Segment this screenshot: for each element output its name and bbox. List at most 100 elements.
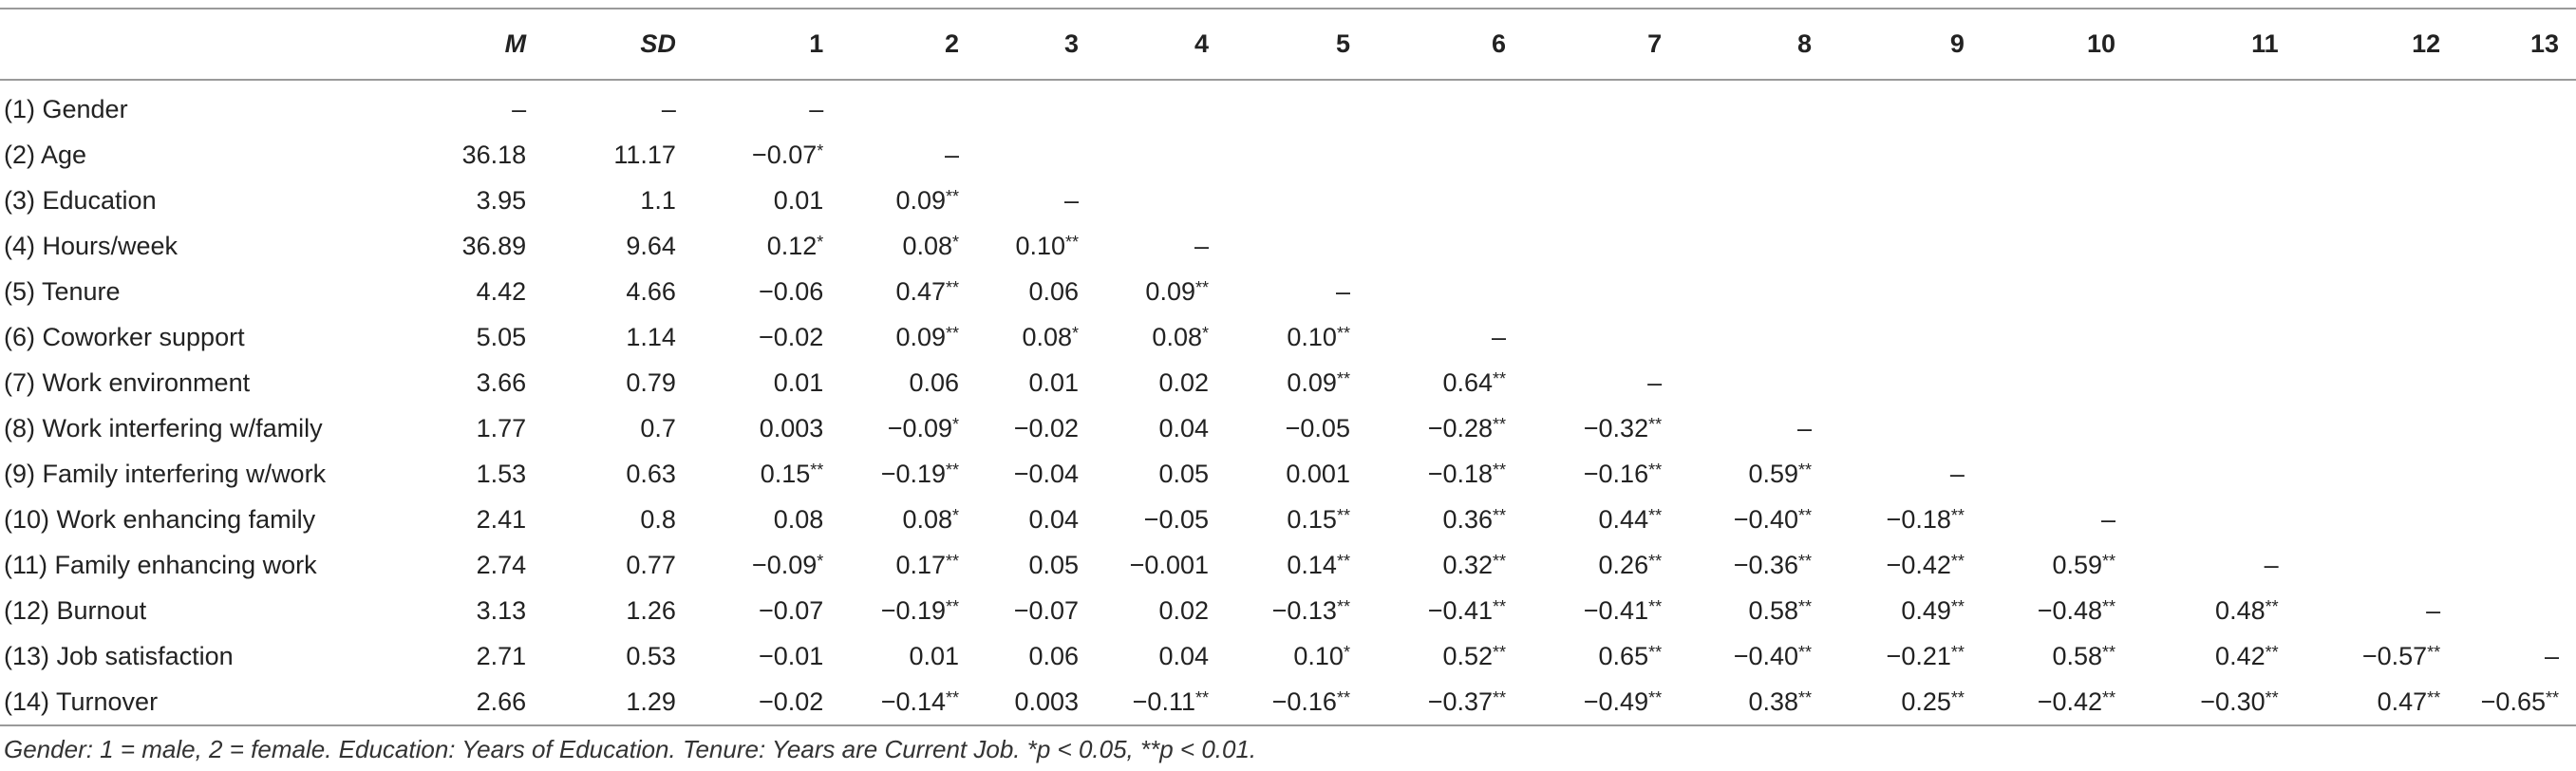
- table-cell: [1831, 80, 1984, 132]
- significance-marker: **: [1336, 323, 1350, 343]
- table-cell: 0.09**: [895, 185, 960, 215]
- table-cell: [1984, 269, 2140, 314]
- table-cell: [2303, 314, 2465, 360]
- table-cell: 0.003: [980, 679, 1097, 726]
- table-cell: −0.40**: [1733, 504, 1813, 534]
- table-cell: 0.09**: [895, 322, 960, 351]
- table-cell: 3.13: [476, 595, 527, 625]
- significance-marker: **: [1194, 687, 1209, 707]
- table-cell: 0.47**: [895, 276, 960, 306]
- significance-marker: **: [2427, 687, 2441, 707]
- table-row: (11) Family enhancing work 2.74 0.77 −0.09*…: [0, 542, 2576, 588]
- significance-marker: **: [1493, 642, 1507, 662]
- table-cell: 1.1: [640, 185, 676, 215]
- table-cell: −0.42**: [1886, 550, 1965, 579]
- table-cell: [2140, 178, 2303, 223]
- table-cell: 4.42: [476, 276, 527, 306]
- table-cell: [2464, 360, 2576, 405]
- table-cell: 0.08*: [902, 231, 960, 260]
- table-cell: 0.65**: [1598, 641, 1663, 670]
- table-cell: [2140, 223, 2303, 269]
- header-cell-blank: [0, 8, 398, 81]
- table-cell: 5.05: [476, 322, 527, 351]
- table-row: (5) Tenure 4.42 4.66 −0.06 0.47** 0.06 0.09** –: [0, 269, 2576, 314]
- table-cell: [2140, 451, 2303, 497]
- table-cell: [1534, 314, 1677, 360]
- table-cell: −0.14**: [854, 679, 981, 726]
- table-cell: [1677, 314, 1831, 360]
- table-cell: 0.09**: [1287, 367, 1350, 397]
- table-cell: −0.40**: [1733, 641, 1813, 670]
- significance-marker: **: [1950, 505, 1965, 525]
- table-cell: [2303, 542, 2465, 588]
- table-cell: −0.37**: [1378, 679, 1535, 726]
- significance-marker: **: [1648, 687, 1663, 707]
- significance-marker: **: [1950, 551, 1965, 571]
- table-cell: −0.01: [758, 641, 824, 670]
- significance-marker: **: [1648, 460, 1663, 480]
- significance-marker: **: [946, 186, 960, 206]
- table-cell: –: [1797, 413, 1813, 442]
- table-row: (10) Work enhancing family 2.41 0.8 0.08 0.0…: [0, 497, 2576, 542]
- table-cell: 0.01: [773, 185, 824, 215]
- table-cell: 0.14**: [1287, 550, 1350, 579]
- row-label: (10) Work enhancing family: [4, 504, 316, 534]
- table-body: (1) Gender – – – (2) Age 36.18 11.17 −0.07* – (3)…: [0, 80, 2576, 726]
- header-cell: 9: [1831, 8, 1984, 81]
- significance-marker: **: [1336, 368, 1350, 388]
- table-cell: [2140, 360, 2303, 405]
- significance-marker: **: [1065, 232, 1080, 252]
- header-cell: 5: [1237, 8, 1379, 81]
- table-cell: [854, 80, 980, 132]
- table-cell: −0.07: [758, 595, 824, 625]
- table-cell: [2303, 405, 2465, 451]
- significance-marker: **: [1336, 505, 1350, 525]
- table-cell: −0.13**: [1271, 595, 1350, 625]
- row-label: (2) Age: [4, 140, 87, 169]
- table-cell: [2140, 132, 2303, 178]
- table-cell: 2.74: [476, 550, 527, 579]
- significance-marker: **: [1493, 551, 1507, 571]
- table-cell: [1237, 80, 1379, 132]
- significance-marker: **: [946, 277, 960, 297]
- table-cell: [1677, 80, 1831, 132]
- table-cell: 0.01: [773, 367, 824, 397]
- table-cell: [1677, 178, 1831, 223]
- significance-marker: **: [1493, 596, 1507, 616]
- significance-marker: *: [952, 232, 960, 252]
- significance-marker: **: [1648, 551, 1663, 571]
- table-cell: –: [1064, 185, 1080, 215]
- significance-marker: *: [1343, 642, 1350, 662]
- table-cell: −0.19**: [880, 595, 960, 625]
- table-cell: 0.48**: [2215, 595, 2279, 625]
- table-cell: −0.09*: [751, 550, 824, 579]
- row-label: (5) Tenure: [4, 276, 121, 306]
- header-cell: 3: [980, 8, 1097, 81]
- table-cell: [2464, 451, 2576, 497]
- table-cell: [2464, 497, 2576, 542]
- table-cell: [2464, 588, 2576, 633]
- table-cell: 0.64**: [1442, 367, 1507, 397]
- significance-marker: **: [1493, 414, 1507, 434]
- header-cell: 1: [694, 8, 855, 81]
- table-cell: 0.44**: [1598, 504, 1663, 534]
- table-cell: [2303, 80, 2465, 132]
- header-cell: SD: [543, 8, 695, 81]
- table-cell: [1534, 269, 1677, 314]
- correlation-table: M SD 1 2 3 4 5 6 7 8 9 10 11 12 13 (1) Gender – – – (2) Ag…: [0, 8, 2576, 726]
- table-cell: 0.42**: [2215, 641, 2279, 670]
- table-cell: 1.29: [543, 679, 695, 726]
- row-label: (12) Burnout: [4, 595, 147, 625]
- table-cell: 0.08*: [902, 504, 960, 534]
- table-cell: –: [1949, 459, 1965, 488]
- table-cell: −0.18**: [1427, 459, 1507, 488]
- table-cell: −0.41**: [1427, 595, 1507, 625]
- table-row: (8) Work interfering w/family 1.77 0.7 0.00…: [0, 405, 2576, 451]
- table-cell: 0.17**: [895, 550, 960, 579]
- significance-marker: **: [2545, 687, 2559, 707]
- table-cell: [2464, 80, 2576, 132]
- significance-marker: **: [2265, 687, 2279, 707]
- significance-marker: **: [1336, 596, 1350, 616]
- significance-marker: **: [1648, 596, 1663, 616]
- table-cell: [1534, 178, 1677, 223]
